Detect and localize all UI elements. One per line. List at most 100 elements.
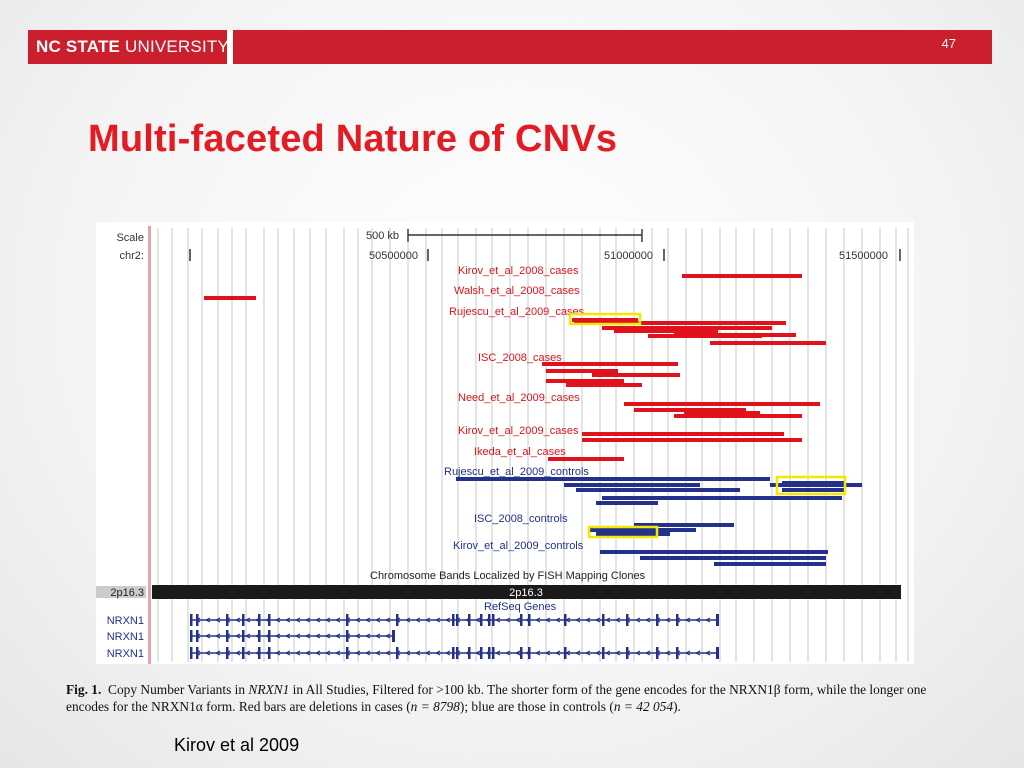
gene-exon <box>196 647 199 659</box>
chrom-label: chr2: <box>120 250 144 262</box>
gene-exon <box>258 630 261 642</box>
strand-arrow <box>334 650 341 656</box>
gene-exon <box>488 647 491 659</box>
strand-arrow <box>594 650 601 656</box>
track-kirov-2009-cases: Kirov_et_al_2009_cases <box>458 425 579 437</box>
strand-arrow <box>274 650 281 656</box>
figure-svg: Scale chr2: 500 kb 50500000 51000000 515… <box>96 222 914 664</box>
strand-arrow <box>474 617 481 623</box>
gene-exon <box>492 614 495 626</box>
gene-exon <box>190 614 193 626</box>
strand-arrow <box>614 650 621 656</box>
strand-arrow <box>534 650 541 656</box>
strand-arrow <box>694 617 701 623</box>
refseq-title: RefSeq Genes <box>484 601 557 613</box>
strand-arrow <box>244 633 251 639</box>
coord-2: 51000000 <box>604 250 653 262</box>
gene-exon <box>452 647 455 659</box>
strand-arrow <box>554 617 561 623</box>
caption-part4: ). <box>673 699 681 714</box>
gene-label-3: NRXN1 <box>107 648 144 660</box>
strand-arrow <box>204 633 211 639</box>
strand-arrow <box>364 633 371 639</box>
strand-arrow <box>374 650 381 656</box>
gene-exon <box>716 614 719 626</box>
strand-arrow <box>544 650 551 656</box>
strand-arrow <box>354 650 361 656</box>
strand-arrow <box>324 650 331 656</box>
gene-exon <box>196 630 199 642</box>
gene-exon <box>716 647 719 659</box>
strand-arrow <box>554 650 561 656</box>
gene-label-1: NRXN1 <box>107 615 144 627</box>
gene-exon <box>564 647 567 659</box>
strand-arrow <box>334 633 341 639</box>
gene-exon <box>346 630 349 642</box>
strand-arrow <box>644 650 651 656</box>
strand-arrow <box>404 617 411 623</box>
gene-exon <box>626 647 629 659</box>
strand-arrow <box>204 650 211 656</box>
gene-exon <box>656 647 659 659</box>
strand-arrow <box>354 633 361 639</box>
gene-exon <box>258 614 261 626</box>
gene-exon <box>226 614 229 626</box>
gene-exon <box>676 647 679 659</box>
strand-arrow <box>274 617 281 623</box>
gene-exon <box>190 647 193 659</box>
track-kirov-2008-cases: Kirov_et_al_2008_cases <box>458 265 579 277</box>
coord-3: 51500000 <box>839 250 888 262</box>
strand-arrow <box>604 650 611 656</box>
gene-exon <box>528 614 531 626</box>
gene-exon <box>242 630 245 642</box>
strand-arrow <box>234 617 241 623</box>
track-ikeda-cases: Ikeda_et_al_cases <box>474 446 566 458</box>
strand-arrow <box>214 633 221 639</box>
strand-arrow <box>374 633 381 639</box>
coord-1: 50500000 <box>369 250 418 262</box>
strand-arrow <box>634 650 641 656</box>
logo-rest-text: UNIVERSITY <box>120 37 230 56</box>
strand-arrow <box>424 617 431 623</box>
strand-arrow <box>694 650 701 656</box>
strand-arrow <box>604 617 611 623</box>
gene-exon <box>456 614 459 626</box>
strand-arrow <box>504 650 511 656</box>
strand-arrow <box>334 617 341 623</box>
track-isc-2008-cases: ISC_2008_cases <box>478 352 562 364</box>
strand-arrow <box>324 617 331 623</box>
track-walsh-2008-cases: Walsh_et_al_2008_cases <box>454 285 580 297</box>
gene-exon <box>602 647 605 659</box>
track-rujescu-2009-cases: Rujescu_et_al_2009_cases <box>449 306 585 318</box>
strand-arrow <box>514 617 521 623</box>
refseq-gene-models <box>190 614 719 659</box>
caption-part3: ); blue are those in controls ( <box>459 699 614 714</box>
strand-arrow <box>304 617 311 623</box>
figure-caption: Fig. 1. Copy Number Variants in NRXN1 in… <box>66 681 966 715</box>
strand-arrow <box>704 617 711 623</box>
gene-exon <box>452 614 455 626</box>
strand-arrow <box>374 617 381 623</box>
strand-arrow <box>414 650 421 656</box>
strand-arrow <box>614 617 621 623</box>
chromosome-band <box>152 585 901 599</box>
gene-exon <box>676 614 679 626</box>
gene-exon <box>656 614 659 626</box>
strand-arrow <box>364 650 371 656</box>
strand-arrow <box>684 650 691 656</box>
slide-title: Multi-faceted Nature of CNVs <box>88 118 618 160</box>
strand-arrow <box>284 633 291 639</box>
strand-arrow <box>214 650 221 656</box>
strand-arrow <box>644 617 651 623</box>
gene-exon <box>346 614 349 626</box>
track-kirov-2009-controls: Kirov_et_al_2009_controls <box>453 540 584 552</box>
strand-arrow <box>314 650 321 656</box>
strand-arrow <box>284 617 291 623</box>
strand-arrow <box>494 617 501 623</box>
strand-arrow <box>514 650 521 656</box>
strand-arrow <box>244 650 251 656</box>
scale-bar <box>407 229 643 242</box>
scale-value: 500 kb <box>366 230 399 242</box>
gene-exon <box>456 647 459 659</box>
band-left-label: 2p16.3 <box>110 587 144 599</box>
